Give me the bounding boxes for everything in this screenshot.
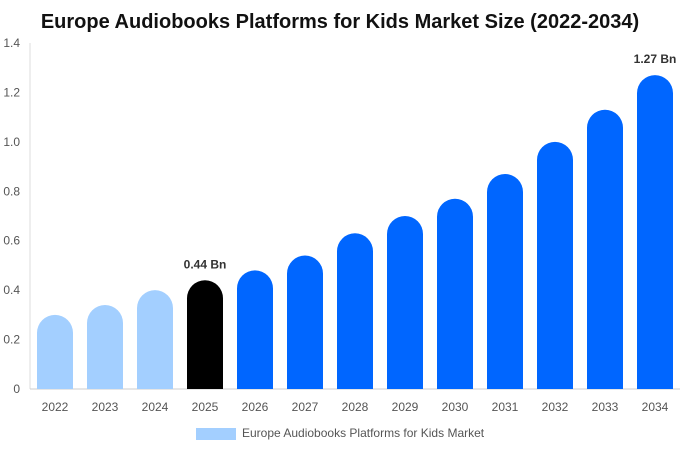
x-tick-label: 2026 [242,400,269,414]
bar-2024 [137,290,173,389]
y-tick-label: 0.8 [3,184,20,198]
bar-2032 [537,141,573,389]
bar-2023 [87,304,123,389]
y-tick-label: 0.4 [3,283,20,297]
y-tick-label: 1.4 [3,36,20,50]
x-tick-label: 2031 [492,400,519,414]
bar-2025 [187,280,223,389]
x-tick-label: 2034 [642,400,669,414]
x-tick-label: 2030 [442,400,469,414]
data-label-2034: 1.27 Bn [634,52,677,66]
bar-2030 [437,198,473,389]
data-labels: 0.44 Bn 1.27 Bn [184,52,677,271]
legend-label: Europe Audiobooks Platforms for Kids Mar… [242,426,485,440]
bar-2026 [237,270,273,389]
chart-title: Europe Audiobooks Platforms for Kids Mar… [41,11,639,33]
y-tick-label: 1.0 [3,135,20,149]
bar-2031 [487,173,523,389]
bars [37,75,673,389]
bar-2034 [637,75,673,389]
legend-swatch [196,428,236,440]
y-tick-label: 1.2 [3,85,20,99]
x-tick-label: 2028 [342,400,369,414]
y-tick-label: 0 [13,382,20,396]
y-tick-label: 0.6 [3,234,20,248]
bar-2029 [387,216,423,389]
x-tick-label: 2029 [392,400,419,414]
x-tick-label: 2022 [42,400,69,414]
bar-2033 [587,109,623,389]
y-tick-label: 0.2 [3,333,20,347]
x-tick-label: 2025 [192,400,219,414]
bar-2027 [287,255,323,389]
x-tick-label: 2033 [592,400,619,414]
data-label-2025: 0.44 Bn [184,257,227,271]
x-tick-label: 2032 [542,400,569,414]
bar-2028 [337,233,373,389]
legend: Europe Audiobooks Platforms for Kids Mar… [196,426,485,440]
x-axis: 2022 2023 2024 2025 2026 2027 2028 2029 2030 2031… [30,388,680,414]
x-tick-label: 2024 [142,400,169,414]
bar-2022 [37,314,73,389]
y-axis: 0 0.2 0.4 0.6 0.8 1.0 1.2 1.4 [3,36,31,396]
x-tick-label: 2023 [92,400,119,414]
x-tick-label: 2027 [292,400,319,414]
